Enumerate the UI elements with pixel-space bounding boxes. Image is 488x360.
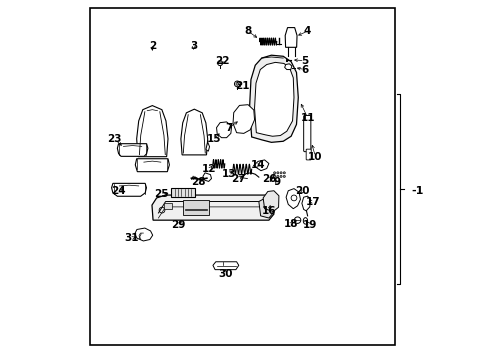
Circle shape — [235, 82, 238, 85]
Text: 9: 9 — [273, 177, 280, 187]
Text: 15: 15 — [207, 134, 221, 144]
Polygon shape — [117, 144, 147, 156]
FancyBboxPatch shape — [171, 188, 195, 197]
Polygon shape — [284, 64, 291, 69]
Polygon shape — [258, 199, 273, 218]
Text: 13: 13 — [222, 168, 236, 179]
Text: 3: 3 — [189, 41, 197, 50]
Text: 16: 16 — [261, 206, 276, 216]
Polygon shape — [111, 183, 146, 196]
Text: 26: 26 — [262, 174, 276, 184]
Polygon shape — [253, 160, 268, 171]
Ellipse shape — [303, 218, 307, 224]
Text: 19: 19 — [302, 220, 316, 230]
Text: 30: 30 — [218, 269, 232, 279]
Polygon shape — [301, 196, 310, 211]
Circle shape — [283, 172, 285, 174]
Text: 22: 22 — [215, 56, 229, 66]
Polygon shape — [135, 159, 169, 172]
Text: 5: 5 — [301, 55, 308, 66]
Text: 18: 18 — [284, 219, 298, 229]
Text: 24: 24 — [111, 186, 125, 197]
Circle shape — [283, 175, 285, 177]
Text: 21: 21 — [235, 81, 249, 91]
Text: 25: 25 — [154, 189, 168, 199]
Circle shape — [280, 172, 282, 174]
Circle shape — [276, 172, 278, 174]
Text: 28: 28 — [190, 177, 204, 187]
Polygon shape — [135, 228, 152, 241]
Polygon shape — [181, 109, 207, 155]
Text: 2: 2 — [148, 41, 156, 51]
Polygon shape — [205, 142, 209, 151]
FancyBboxPatch shape — [183, 200, 209, 215]
Circle shape — [273, 172, 275, 174]
Text: 29: 29 — [171, 220, 185, 230]
FancyBboxPatch shape — [163, 203, 172, 209]
Polygon shape — [263, 191, 278, 212]
Text: 27: 27 — [230, 174, 245, 184]
Text: 7: 7 — [224, 123, 232, 133]
Text: 17: 17 — [305, 197, 320, 207]
Text: 20: 20 — [295, 186, 309, 197]
Text: 8: 8 — [244, 26, 251, 36]
Polygon shape — [136, 105, 168, 157]
Polygon shape — [249, 55, 298, 142]
Polygon shape — [285, 28, 296, 47]
Text: 6: 6 — [301, 64, 308, 75]
Text: 23: 23 — [107, 134, 122, 144]
Circle shape — [280, 175, 282, 177]
Polygon shape — [152, 195, 273, 220]
FancyBboxPatch shape — [303, 116, 310, 152]
Circle shape — [273, 175, 275, 177]
Text: 4: 4 — [304, 26, 311, 36]
Polygon shape — [254, 62, 293, 136]
Text: 12: 12 — [202, 164, 216, 174]
Text: 14: 14 — [250, 160, 265, 170]
Text: -1: -1 — [410, 186, 423, 196]
Polygon shape — [203, 173, 211, 181]
Text: 11: 11 — [300, 113, 314, 123]
FancyBboxPatch shape — [305, 149, 310, 160]
Polygon shape — [212, 262, 238, 270]
Bar — [90, 8, 394, 345]
Circle shape — [276, 175, 278, 177]
Text: 31: 31 — [124, 233, 139, 243]
Text: 10: 10 — [307, 152, 322, 162]
Polygon shape — [216, 122, 231, 138]
Polygon shape — [285, 189, 300, 209]
Polygon shape — [233, 105, 254, 134]
